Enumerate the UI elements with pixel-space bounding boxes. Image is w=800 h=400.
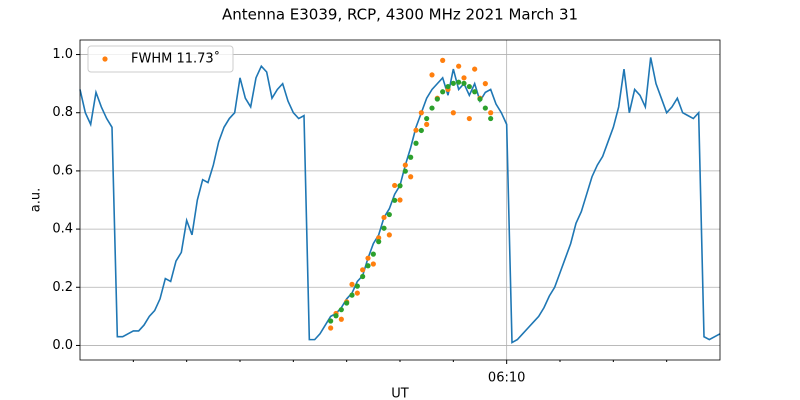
data-point [402, 162, 408, 168]
data-point [413, 127, 419, 133]
data-point [370, 261, 376, 267]
data-point [402, 168, 408, 174]
data-point [328, 318, 334, 324]
data-point [338, 307, 344, 313]
x-tick-label: 06:10 [488, 371, 525, 386]
data-point [440, 89, 446, 95]
y-tick-label: 0.0 [52, 338, 73, 353]
data-point [429, 105, 435, 111]
data-point [408, 154, 414, 160]
data-point [445, 83, 451, 90]
data-point [456, 79, 462, 85]
data-point [360, 267, 366, 273]
y-tick-label: 0.4 [52, 222, 73, 237]
y-tick-label: 0.2 [52, 280, 73, 295]
data-point [413, 140, 419, 146]
data-point [466, 83, 472, 90]
data-point [386, 211, 392, 218]
data-point [429, 72, 435, 78]
data-point [472, 66, 478, 72]
chart-title: Antenna E3039, RCP, 4300 MHz 2021 March … [222, 6, 578, 24]
legend-label: FWHM 11.73˚ [131, 51, 220, 67]
y-tick-label: 1.0 [52, 47, 73, 62]
data-point [450, 110, 456, 116]
data-point [424, 115, 430, 122]
y-axis-label: a.u. [29, 188, 44, 212]
data-point [397, 183, 403, 189]
data-point [344, 300, 350, 306]
data-point [333, 313, 339, 319]
data-point [381, 214, 387, 221]
y-tick-label: 0.6 [52, 163, 73, 178]
data-point [434, 96, 440, 102]
data-point [349, 292, 355, 298]
data-point [381, 225, 387, 231]
data-point [461, 75, 467, 81]
data-point [392, 182, 398, 189]
data-point [397, 197, 403, 203]
data-point [370, 251, 376, 257]
data-point [376, 239, 382, 245]
data-point [386, 232, 392, 238]
data-point [408, 174, 414, 180]
data-point [461, 80, 467, 86]
data-point [440, 57, 446, 63]
data-point [338, 316, 344, 322]
data-point [376, 235, 382, 241]
data-point [482, 81, 488, 87]
data-point [365, 255, 371, 261]
data-point [488, 115, 494, 122]
data-point [466, 115, 472, 122]
x-axis-label: UT [391, 387, 409, 400]
data-point [418, 127, 424, 134]
y-tick-label: 0.8 [52, 105, 73, 120]
data-point [482, 105, 488, 111]
data-point [456, 63, 462, 69]
data-point [360, 273, 366, 280]
legend-box [87, 45, 234, 73]
data-point [354, 290, 360, 296]
data-point [488, 110, 494, 116]
plot-frame [79, 39, 721, 361]
legend-marker [102, 56, 108, 62]
data-point [349, 281, 355, 287]
data-point [424, 121, 430, 127]
data-point [328, 325, 334, 331]
data-point [354, 283, 360, 289]
data-point [477, 96, 483, 102]
data-point [365, 263, 371, 269]
data-point [450, 80, 456, 86]
data-point [472, 89, 478, 95]
data-point [392, 197, 398, 203]
data-point [418, 110, 424, 116]
